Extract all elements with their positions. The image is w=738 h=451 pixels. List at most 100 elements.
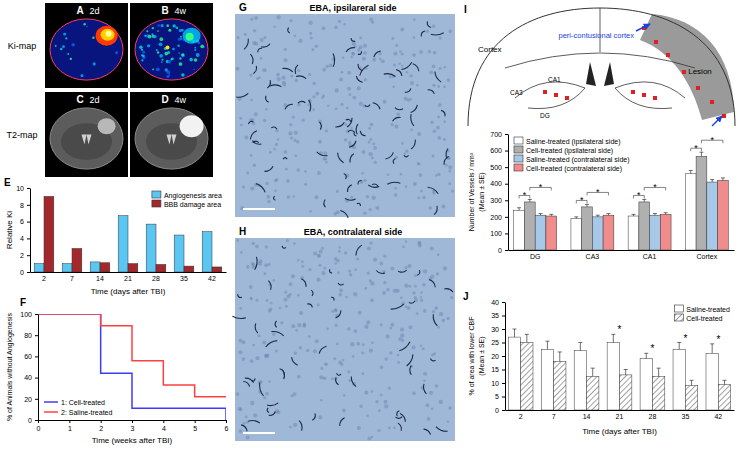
bar — [718, 384, 730, 410]
bar — [514, 210, 525, 250]
cell — [448, 30, 452, 34]
vessel — [417, 270, 420, 275]
time-label: 4w — [175, 95, 187, 105]
cell — [350, 342, 354, 346]
vessel — [349, 141, 356, 147]
error-bar — [644, 353, 648, 358]
speckle — [141, 59, 143, 61]
cell — [339, 246, 341, 248]
cell — [389, 351, 392, 354]
cell — [319, 264, 322, 267]
mri-image — [130, 3, 213, 88]
cell — [346, 107, 349, 110]
cell — [245, 415, 248, 418]
vessel — [267, 403, 278, 406]
tick: 0 — [37, 420, 41, 432]
tick-label: 28 — [152, 275, 160, 282]
cell — [303, 324, 306, 327]
tick-label: 2 — [42, 275, 46, 282]
bar — [571, 219, 582, 250]
legend: Saline-treatedCell-treated — [674, 305, 730, 322]
plot-area — [514, 152, 729, 250]
bar — [174, 235, 184, 272]
tick-label: 7 — [552, 413, 556, 420]
bar — [592, 217, 603, 250]
lesion — [98, 118, 116, 134]
significance-label: * — [580, 195, 584, 205]
cell — [275, 129, 278, 132]
tick-label: 60 — [24, 353, 32, 360]
speckle — [194, 47, 196, 49]
cell — [433, 129, 437, 133]
tick-label: 8 — [20, 202, 24, 209]
tick-label: CA3 — [586, 253, 600, 260]
cell — [342, 409, 346, 413]
vessel — [248, 421, 260, 423]
cell — [325, 161, 328, 164]
cell — [239, 429, 243, 433]
speckle — [62, 45, 65, 48]
ventricle — [586, 62, 614, 86]
bar — [100, 263, 110, 272]
cell — [309, 210, 312, 213]
cell — [265, 108, 268, 111]
tick-label: 10 — [491, 380, 499, 387]
bar — [72, 248, 82, 272]
cell — [364, 287, 367, 290]
speckle — [166, 70, 170, 74]
cell — [321, 247, 324, 250]
cell — [315, 92, 319, 96]
cell — [309, 32, 312, 35]
cell — [348, 93, 351, 96]
tick-mark — [27, 255, 30, 256]
vessel — [348, 185, 352, 192]
cell — [250, 187, 254, 191]
bar-chart: 0510152025303540271421283542Time (days a… — [463, 291, 735, 436]
tick: 10 — [16, 185, 30, 192]
vessel — [252, 141, 261, 145]
cell — [285, 168, 288, 171]
bar — [718, 180, 729, 250]
cell — [422, 347, 425, 350]
cell — [293, 242, 296, 245]
cell — [380, 323, 383, 326]
cell — [244, 33, 247, 36]
cell — [395, 44, 398, 47]
cell — [412, 53, 416, 57]
speckle — [161, 59, 163, 61]
vessel — [292, 357, 298, 365]
bar — [62, 264, 72, 272]
cell — [412, 291, 416, 295]
cell — [367, 246, 371, 250]
bar — [212, 267, 222, 272]
vessel — [295, 65, 298, 74]
panel-letter: D — [162, 94, 169, 105]
corpus-callosum — [505, 53, 695, 68]
cell — [443, 85, 446, 88]
speckle — [92, 37, 94, 39]
cell — [257, 334, 260, 337]
vessel — [255, 257, 258, 270]
error-bar — [539, 214, 543, 216]
cell — [439, 400, 443, 404]
vessel — [351, 38, 355, 41]
cell — [341, 71, 344, 74]
tick: CA1 — [643, 250, 657, 260]
cell — [432, 24, 436, 28]
cell — [288, 131, 292, 135]
cell — [287, 195, 291, 199]
legend-label: BBB damage area — [164, 201, 221, 209]
vessel — [266, 96, 269, 103]
tick-mark — [35, 335, 38, 336]
cell — [290, 394, 293, 397]
bar — [685, 174, 696, 250]
cell — [400, 333, 404, 337]
cell — [347, 71, 351, 75]
cell — [251, 262, 255, 266]
cell — [448, 182, 451, 185]
cell — [408, 285, 411, 288]
tick: 60 — [24, 353, 38, 360]
bar — [44, 196, 54, 272]
cell — [397, 361, 400, 364]
error-bar — [690, 380, 694, 385]
